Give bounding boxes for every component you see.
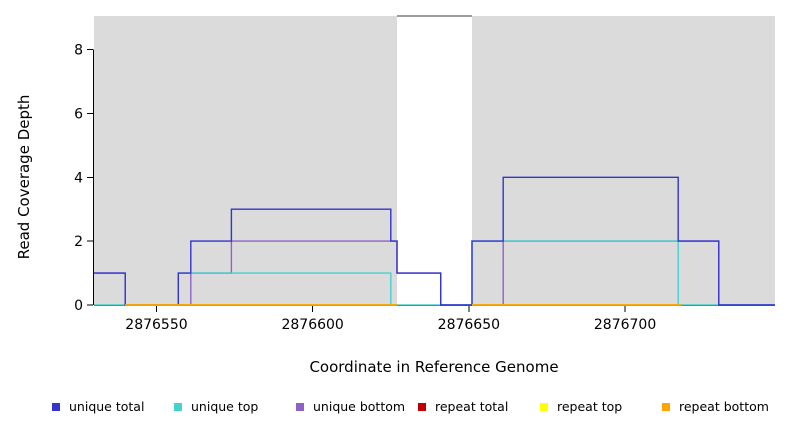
- legend-swatch-repeat-total: [418, 402, 426, 411]
- x-tick-label: 2876550: [125, 317, 187, 333]
- legend-swatch-repeat-top: [540, 402, 548, 411]
- legend-item-repeat-bottom: repeat bottom: [662, 399, 784, 414]
- legend-label-repeat-total: repeat total: [435, 399, 509, 414]
- legend-label-unique-bottom: unique bottom: [313, 399, 406, 414]
- x-tick-label: 2876650: [438, 317, 500, 333]
- legend-item-unique-bottom: unique bottom: [296, 399, 418, 414]
- legend-label-unique-top: unique top: [191, 399, 259, 414]
- x-tick-label: 2876600: [281, 317, 343, 333]
- y-tick-label: 4: [74, 170, 83, 186]
- legend-swatch-unique-top: [174, 402, 182, 411]
- legend-label-unique-total: unique total: [69, 399, 145, 414]
- legend-item-unique-total: unique total: [52, 399, 174, 414]
- legend-swatch-repeat-bottom: [662, 402, 670, 411]
- legend: unique total unique top unique bottom repea…: [52, 399, 784, 414]
- y-tick-label: 0: [74, 298, 83, 314]
- y-tick-label: 8: [74, 43, 83, 59]
- legend-item-unique-top: unique top: [174, 399, 296, 414]
- series-line-unique-total: [94, 176, 775, 306]
- x-axis-label: Coordinate in Reference Genome: [309, 358, 558, 376]
- legend-item-repeat-total: repeat total: [418, 399, 540, 414]
- shaded-region-right: [471, 16, 775, 305]
- legend-swatch-unique-bottom: [296, 402, 304, 411]
- y-tick-label: 6: [74, 106, 83, 122]
- x-tick-label: 2876700: [594, 317, 656, 333]
- legend-label-repeat-bottom: repeat bottom: [679, 399, 769, 414]
- legend-swatch-unique-total: [52, 402, 60, 411]
- y-tick-label: 2: [74, 234, 83, 250]
- plot-area: 2876550 2876600 2876650 2876700 0 2 4 6 8: [74, 15, 775, 333]
- shaded-region-left: [94, 16, 398, 305]
- legend-item-repeat-top: repeat top: [540, 399, 662, 414]
- y-axis-label: Read Coverage Depth: [15, 95, 33, 260]
- legend-label-repeat-top: repeat top: [557, 399, 623, 414]
